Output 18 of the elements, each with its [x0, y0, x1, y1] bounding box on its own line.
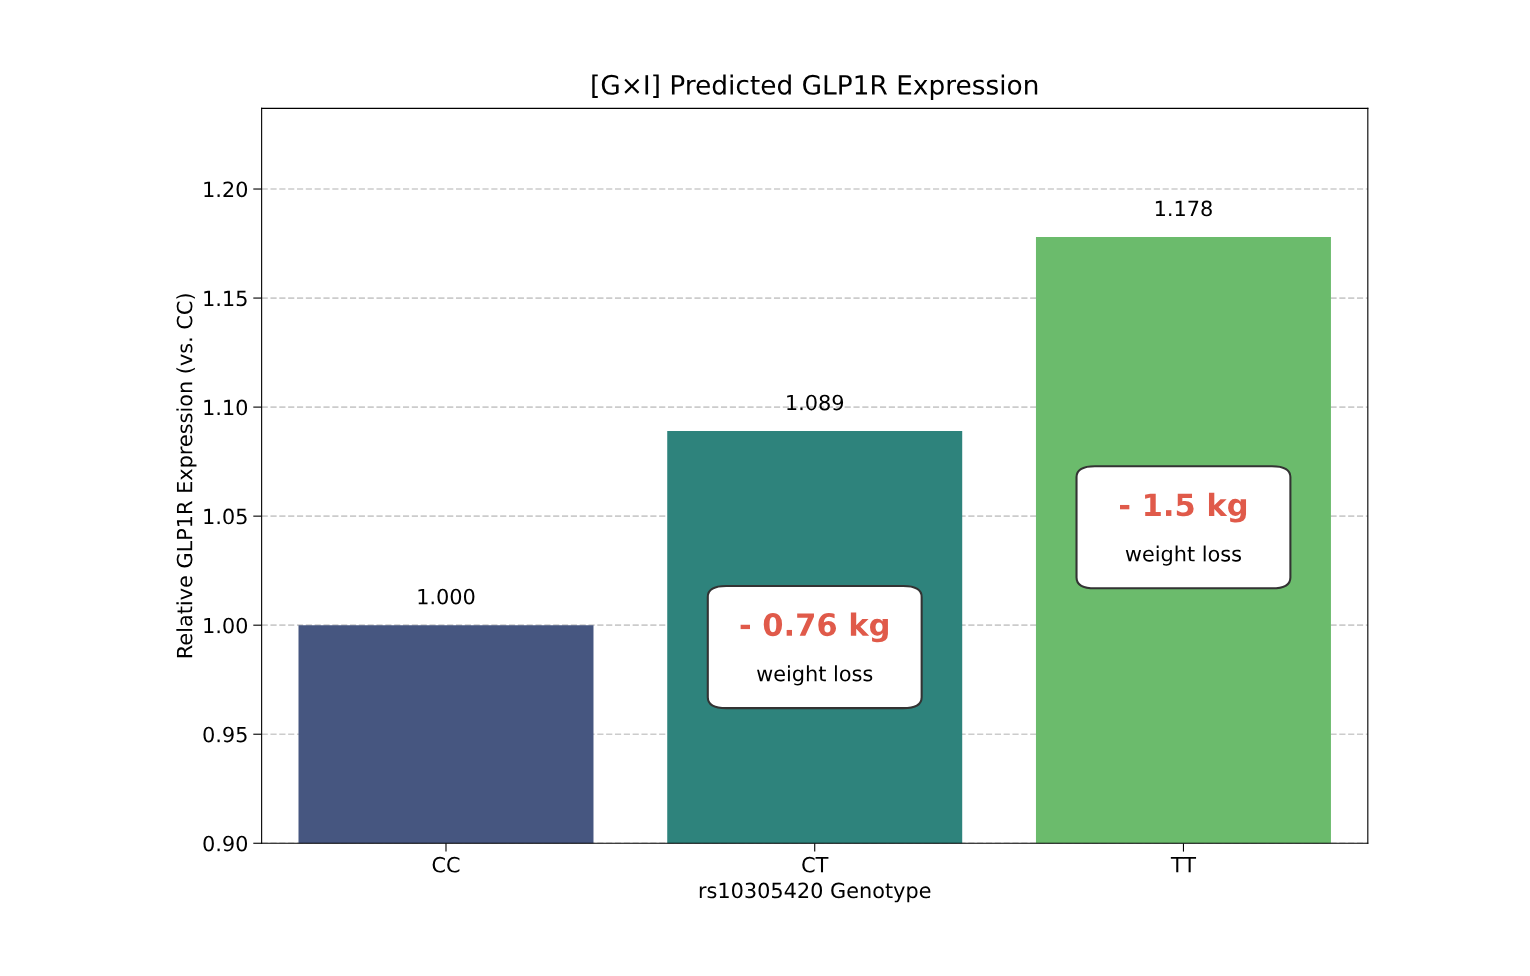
data-label: 1.000 [418, 588, 475, 605]
y-tick-label: 0.95 [203, 726, 247, 743]
y-tick-label: 1.05 [204, 508, 247, 525]
x-tick-label: CC [432, 856, 460, 873]
y-tick-label: 0.90 [203, 835, 248, 852]
y-tick-label: 1.00 [204, 617, 248, 634]
x-tick-label: TT [1170, 857, 1197, 873]
annotation: - 0.76 kg weight loss [740, 612, 888, 686]
y-tick-label: 1.15 [204, 290, 247, 307]
y-tick-label: 1.20 [204, 181, 248, 198]
y-axis-title: Relative GLP1R Expression (vs. CC) [176, 294, 197, 658]
data-label: 1.178 [1155, 200, 1212, 217]
chart-title: [G×I] Predicted GLP1R Expression [592, 74, 1038, 100]
annotation: - 1.5 kg weight loss [1119, 492, 1247, 566]
y-tick-label: 1.10 [204, 399, 248, 416]
x-axis-title: rs10305420 Genotype [699, 882, 931, 903]
x-tick-label: CT [802, 856, 829, 873]
data-label: 1.089 [787, 394, 844, 411]
